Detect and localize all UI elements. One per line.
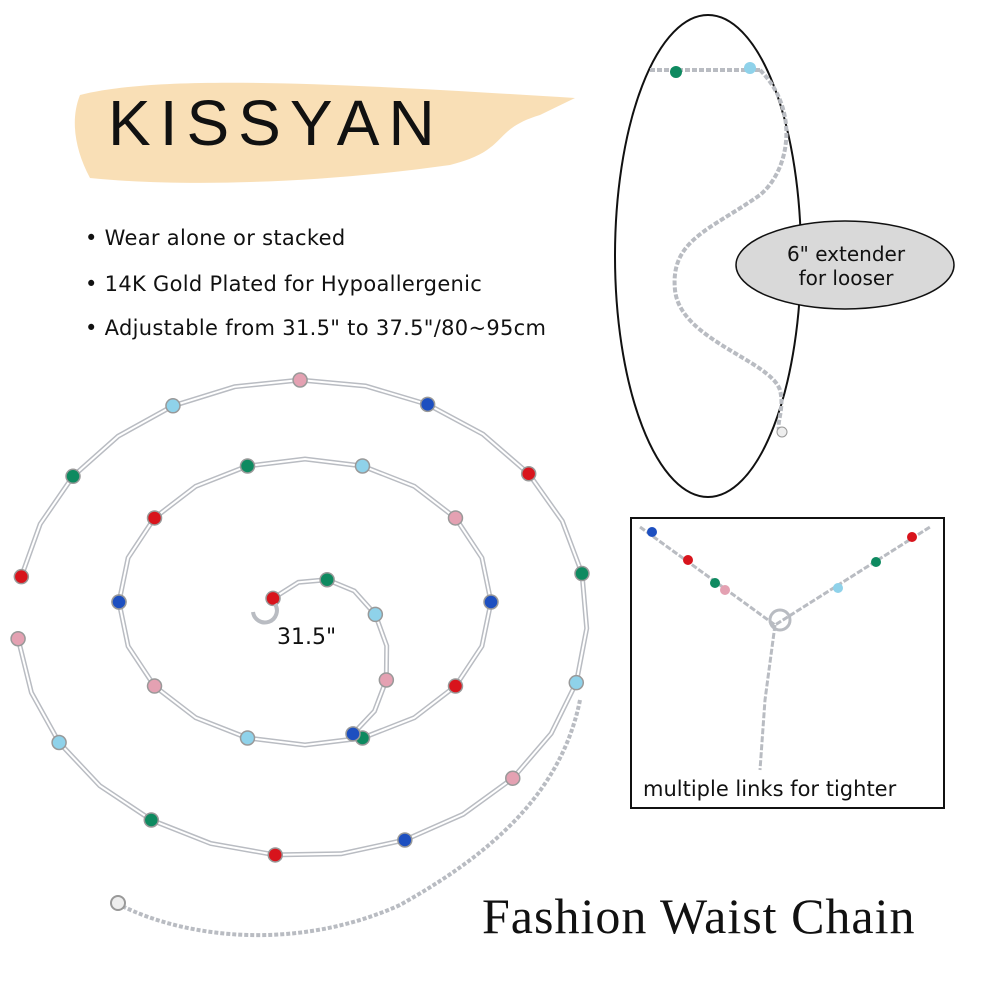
length-label: 31.5" (277, 625, 337, 650)
feature-bullet: • Adjustable from 31.5" to 37.5"/80~95cm (85, 316, 547, 340)
extender-callout-bubble (735, 220, 955, 310)
crystal-bead (720, 585, 730, 595)
crystal-bead (165, 398, 181, 414)
crystal-bead (146, 678, 163, 694)
crystal-bead (397, 832, 413, 848)
crystal-bead (447, 510, 464, 526)
crystal-bead (744, 62, 756, 74)
crystal-bead (143, 812, 160, 828)
crystal-bead (378, 672, 395, 688)
extender-callout-line2: for looser (798, 266, 894, 290)
crystal-bead (239, 730, 256, 746)
spiral-chain (10, 372, 590, 938)
crystal-bead (267, 847, 284, 863)
extender-chain-links (650, 68, 789, 434)
crystal-bead (10, 630, 26, 647)
crystal-bead (146, 510, 163, 526)
lobster-clasp (251, 602, 279, 625)
feature-bullet: • Wear alone or stacked (85, 226, 346, 250)
extender-callout-line1: 6" extender (786, 242, 906, 266)
brand-logo: KISSYAN (108, 87, 444, 159)
crystal-bead (483, 594, 499, 610)
tighter-links-frame (630, 517, 945, 809)
extender-drop-charm (110, 895, 126, 911)
extender-chain (650, 62, 789, 438)
crystal-bead (354, 458, 371, 474)
crystal-bead (574, 565, 590, 582)
tighter-links-caption: multiple links for tighter (643, 777, 897, 801)
crystal-bead (505, 770, 521, 786)
crystal-bead (419, 396, 436, 413)
tighter-links-chain (639, 525, 931, 771)
chain-link-segment (17, 378, 588, 856)
chain-link-segment (272, 578, 388, 735)
crystal-bead (292, 372, 308, 388)
crystal-bead (871, 557, 881, 567)
crystal-bead (65, 468, 81, 485)
crystal-bead (239, 458, 256, 474)
crystal-bead (520, 465, 537, 482)
crystal-bead (13, 568, 30, 585)
crystal-bead (319, 571, 335, 588)
crystal-bead (447, 678, 464, 694)
chain-link-segment (271, 577, 390, 736)
crystal-bead (568, 674, 585, 691)
crystal-bead (670, 66, 682, 78)
crystal-bead (265, 590, 281, 607)
extender-chain-tail (119, 699, 582, 938)
extender-callout: 6" extender for looser (736, 242, 956, 290)
crystal-bead (647, 527, 657, 537)
crystal-bead (51, 734, 67, 751)
crystal-bead (907, 532, 917, 542)
crystal-bead (345, 726, 361, 742)
watercolor-brush-stroke (74, 82, 575, 183)
crystal-bead (833, 583, 843, 593)
crystal-bead (367, 606, 384, 623)
extender-drop-charm (776, 426, 788, 438)
chain-link-segment (118, 457, 493, 747)
feature-bullet: • 14K Gold Plated for Hypoallergenic (85, 272, 483, 296)
crystal-bead (710, 578, 720, 588)
lobster-clasp (768, 608, 792, 632)
crystal-bead (683, 555, 693, 565)
product-title: Fashion Waist Chain (482, 888, 916, 944)
crystal-bead (111, 594, 127, 610)
